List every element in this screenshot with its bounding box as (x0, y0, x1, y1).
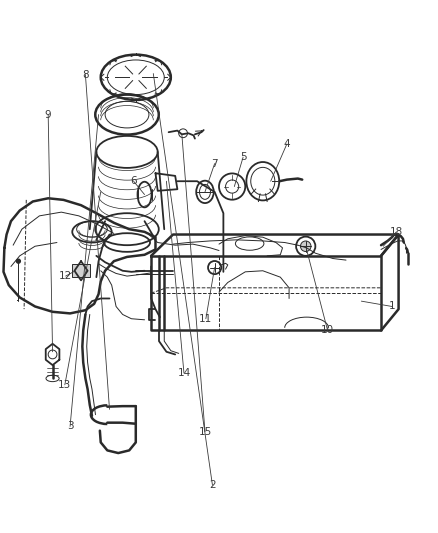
Text: 4: 4 (283, 139, 290, 149)
Text: 3: 3 (67, 422, 74, 431)
Text: 1: 1 (389, 302, 396, 311)
Text: 18: 18 (390, 227, 403, 237)
Text: 12: 12 (59, 271, 72, 281)
Text: 6: 6 (130, 176, 137, 186)
Text: 14: 14 (177, 368, 191, 378)
Text: 5: 5 (240, 152, 247, 162)
Text: 13: 13 (58, 380, 71, 390)
Text: 15: 15 (198, 427, 212, 437)
Text: 9: 9 (45, 110, 52, 119)
Text: 7: 7 (211, 159, 218, 168)
Text: 8: 8 (82, 70, 89, 79)
Text: 2: 2 (209, 480, 216, 490)
Circle shape (17, 260, 20, 263)
Circle shape (300, 241, 311, 252)
Text: 10: 10 (321, 326, 334, 335)
Bar (72, 264, 90, 277)
Text: 11: 11 (199, 314, 212, 324)
